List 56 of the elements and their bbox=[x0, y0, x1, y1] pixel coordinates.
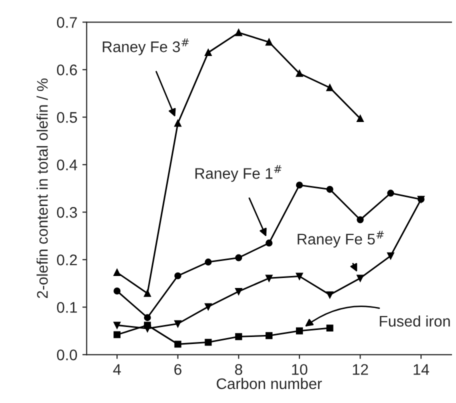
point bbox=[204, 258, 212, 266]
point bbox=[144, 290, 151, 297]
point bbox=[174, 272, 182, 280]
point bbox=[235, 29, 242, 36]
y-axis-title: 2-olefin content in total olefin / % bbox=[36, 78, 48, 298]
point bbox=[356, 115, 364, 122]
point bbox=[326, 84, 334, 92]
point bbox=[356, 274, 364, 282]
point bbox=[296, 272, 303, 280]
point bbox=[235, 333, 242, 340]
y-tick-label: 0.6 bbox=[56, 64, 77, 76]
point bbox=[296, 327, 303, 334]
point bbox=[144, 322, 151, 329]
point bbox=[296, 182, 303, 189]
x-axis-title: Carbon number bbox=[216, 378, 322, 390]
point bbox=[356, 216, 364, 224]
point bbox=[296, 70, 303, 77]
y-tick-label: 0.1 bbox=[56, 302, 77, 313]
y-tick-label: 0.5 bbox=[56, 112, 77, 123]
point bbox=[266, 332, 273, 340]
point bbox=[204, 338, 212, 346]
point bbox=[114, 331, 121, 338]
point bbox=[387, 252, 394, 260]
annotation: Fused iron bbox=[380, 315, 450, 327]
point bbox=[326, 186, 334, 193]
point bbox=[266, 240, 273, 246]
y-tick-label: 0.3 bbox=[56, 207, 77, 218]
point bbox=[114, 269, 121, 276]
point bbox=[204, 49, 212, 56]
x-tick-label: 12 bbox=[352, 364, 368, 375]
point bbox=[174, 120, 182, 127]
point bbox=[235, 254, 242, 262]
point bbox=[204, 303, 212, 310]
point bbox=[326, 324, 334, 332]
annotation: Raney Fe 1$^{#}$ bbox=[195, 165, 282, 182]
y-tick-label: 0.0 bbox=[56, 350, 78, 360]
point bbox=[114, 322, 121, 329]
x-tick-label: 14 bbox=[414, 364, 430, 375]
point bbox=[266, 274, 273, 282]
x-tick-label: 8 bbox=[235, 364, 242, 375]
x-tick-label: 6 bbox=[174, 364, 182, 375]
annotation: Raney Fe 3$^{#}$ bbox=[102, 38, 189, 56]
point bbox=[235, 288, 242, 295]
x-tick-label: 4 bbox=[113, 364, 121, 375]
point bbox=[387, 190, 394, 197]
point bbox=[174, 320, 182, 328]
x-tick-label: 10 bbox=[292, 364, 308, 375]
y-tick-label: 0.4 bbox=[56, 160, 78, 170]
point bbox=[114, 288, 121, 294]
annotation: Raney Fe 5$^{#}$ bbox=[298, 230, 384, 248]
y-tick-label: 0.2 bbox=[56, 254, 77, 266]
point bbox=[144, 314, 151, 322]
point bbox=[266, 38, 273, 46]
point bbox=[326, 291, 334, 298]
y-tick-label: 0.7 bbox=[56, 17, 77, 28]
point bbox=[174, 340, 182, 348]
